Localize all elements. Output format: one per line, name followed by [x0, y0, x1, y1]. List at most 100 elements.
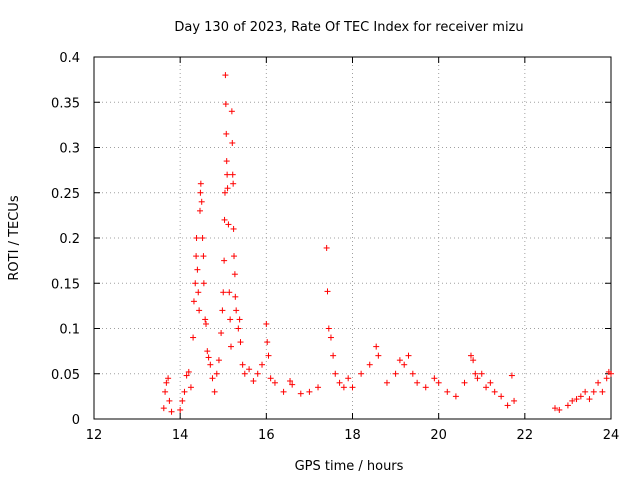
data-point [375, 352, 382, 359]
data-point [166, 397, 173, 404]
data-point [401, 361, 408, 368]
data-point [470, 357, 477, 364]
data-point [221, 216, 228, 223]
y-tick-label: 0.15 [51, 277, 80, 292]
data-point [237, 339, 244, 346]
data-point [396, 357, 403, 364]
data-point [196, 207, 203, 214]
data-point [461, 379, 468, 386]
data-point [431, 375, 438, 382]
data-point [265, 352, 272, 359]
data-point [444, 388, 451, 395]
data-point [165, 375, 172, 382]
data-point [181, 388, 188, 395]
data-point [177, 406, 184, 413]
data-point [190, 298, 197, 305]
data-point [193, 253, 200, 260]
data-point [264, 339, 271, 346]
axis-ticks [93, 56, 612, 420]
data-point [197, 189, 204, 196]
data-point [608, 370, 614, 377]
data-point [213, 370, 220, 377]
data-point [345, 375, 352, 382]
y-tick-label: 0.25 [51, 187, 80, 202]
data-point [452, 393, 459, 400]
chart-title: Day 130 of 2023, Rate Of TEC Index for r… [174, 20, 523, 35]
data-point [200, 280, 207, 287]
data-point [373, 343, 380, 350]
data-point [194, 266, 201, 273]
x-axis-label: GPS time / hours [295, 459, 404, 474]
data-point [221, 189, 228, 196]
data-point [231, 253, 238, 260]
x-tick-label: 14 [172, 428, 189, 443]
data-point [366, 361, 373, 368]
y-axis-label: ROTI / TECUs [7, 195, 22, 280]
data-point [225, 221, 232, 228]
data-point [254, 370, 261, 377]
data-point [202, 316, 209, 323]
y-tick-label: 0.1 [59, 323, 80, 338]
data-point [198, 198, 205, 205]
data-point [289, 381, 296, 388]
data-point [409, 370, 416, 377]
data-point [223, 158, 230, 165]
data-point [504, 402, 511, 409]
x-tick-labels: 12 14 16 18 20 22 24 [86, 428, 620, 443]
data-point [392, 370, 399, 377]
data-point [218, 330, 225, 337]
x-tick-label: 20 [430, 428, 447, 443]
data-point [498, 393, 505, 400]
data-point [508, 372, 515, 379]
data-point [330, 352, 337, 359]
data-point [315, 384, 322, 391]
data-point [223, 130, 230, 137]
y-tick-label: 0.4 [59, 51, 80, 66]
data-point [230, 180, 237, 187]
data-point [219, 307, 226, 314]
data-point [228, 108, 235, 115]
data-point [340, 384, 347, 391]
data-point [573, 396, 580, 403]
data-point [199, 235, 206, 241]
data-point [332, 370, 339, 377]
x-tick-label: 22 [517, 428, 534, 443]
x-tick-label: 12 [86, 428, 103, 443]
data-point [267, 375, 274, 382]
data-point [358, 370, 365, 377]
data-point [205, 354, 212, 361]
y-tick-labels: 0 0.05 0.1 0.15 0.2 0.25 0.3 0.35 0.4 [51, 51, 80, 428]
data-point [327, 334, 334, 341]
data-point [259, 361, 266, 368]
data-point [551, 405, 558, 412]
data-point [204, 348, 211, 355]
data-point [179, 397, 186, 404]
data-point [185, 368, 192, 375]
data-point [229, 139, 236, 146]
data-point [224, 171, 231, 178]
data-point [435, 379, 442, 386]
data-point [599, 388, 606, 395]
data-point [220, 289, 227, 296]
data-point [195, 289, 202, 296]
data-point [183, 372, 190, 379]
data-point [196, 307, 203, 314]
data-point [168, 408, 175, 415]
data-point [187, 384, 194, 391]
data-point [246, 366, 253, 373]
data-point [250, 377, 257, 384]
data-point [414, 379, 421, 386]
data-point [163, 379, 170, 386]
data-point [478, 370, 485, 377]
data-point [349, 384, 356, 391]
data-point [236, 316, 243, 323]
data-point [564, 402, 571, 409]
data-point [474, 375, 481, 382]
data-point [203, 320, 210, 327]
data-point [193, 235, 200, 241]
data-point [230, 225, 237, 232]
data-point [405, 352, 412, 359]
data-point [263, 320, 270, 327]
data-point [422, 384, 429, 391]
